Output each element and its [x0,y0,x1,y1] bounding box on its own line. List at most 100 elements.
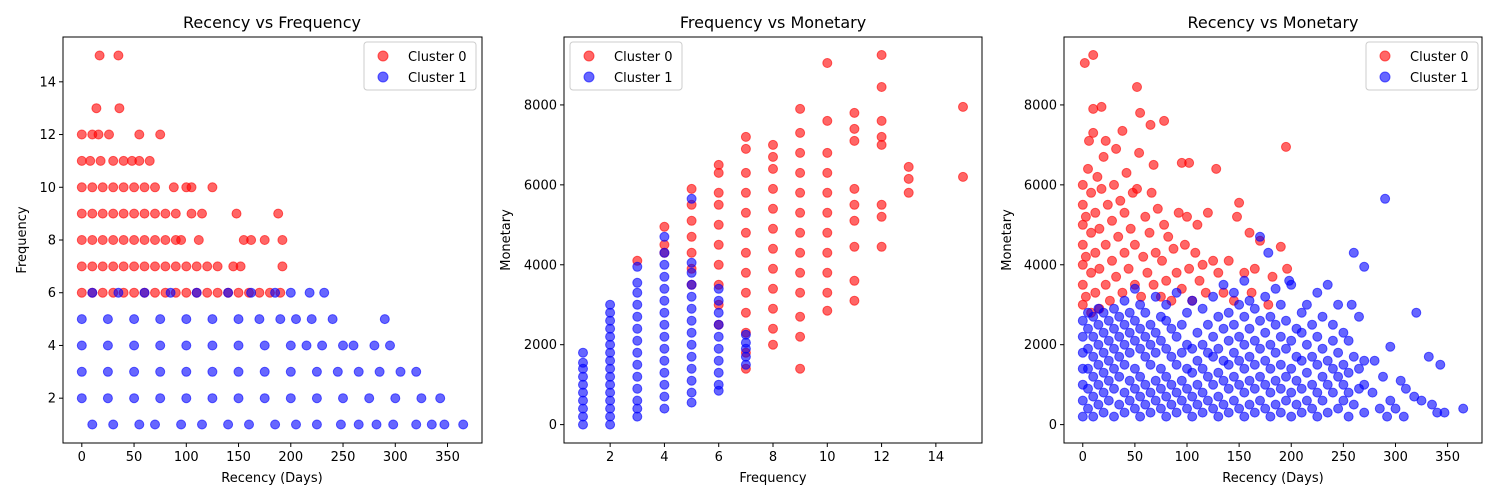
data-point [102,393,113,404]
data-point [822,207,833,218]
data-point [1307,351,1318,362]
data-point [118,208,129,219]
data-point [849,241,860,252]
data-point [191,261,202,272]
x-tick-label: 10 [819,450,836,465]
data-point [1140,351,1151,362]
data-point [1322,355,1333,366]
data-point [1135,323,1146,334]
data-point [1161,343,1172,354]
data-point [632,359,643,370]
data-point [1086,187,1097,198]
data-point [1312,387,1323,398]
data-point [768,283,778,294]
data-point [1338,379,1349,390]
data-point [411,366,422,377]
data-point [1359,379,1370,390]
data-point [1270,399,1281,410]
data-point [1121,167,1132,178]
data-point [1223,359,1234,370]
data-point [1327,319,1338,330]
data-point [160,235,171,245]
data-point [76,155,87,166]
data-point [1129,335,1140,346]
data-point [632,311,643,322]
data-point [1114,351,1125,362]
data-point [740,287,751,298]
data-point [223,287,234,298]
data-point [129,208,140,219]
legend: Cluster 0 Cluster 1 [569,41,683,91]
data-point [1202,207,1213,218]
data-point [1171,407,1182,418]
data-point [1439,407,1450,418]
data-point [822,227,833,238]
data-point [1281,343,1291,354]
data-point [207,393,218,404]
data-point [1265,411,1276,422]
data-point [876,115,887,126]
data-point [1382,411,1393,422]
plot-frame [563,36,983,444]
data-point [76,287,87,298]
data-point [1239,411,1250,422]
data-point [1458,403,1469,414]
data-point [104,129,114,140]
data-point [1114,371,1125,382]
legend-marker-cluster-0 [583,50,595,62]
data-point [1187,391,1198,402]
data-point [113,287,124,298]
data-point [1098,407,1109,418]
data-point [1234,197,1245,208]
data-point [1416,395,1427,406]
data-point [129,287,140,298]
data-point [150,235,160,245]
data-point [1338,359,1349,370]
legend-box [569,41,683,91]
data-point [108,208,119,219]
data-point [1307,319,1318,330]
data-point [259,235,270,245]
data-point [659,247,670,258]
data-point [632,347,643,358]
data-point [176,419,187,430]
data-point [1263,247,1274,258]
data-point [1223,383,1234,394]
legend-label-cluster-0: Cluster 0 [614,50,673,65]
data-point [1275,383,1286,394]
data-point [150,287,160,298]
data-point [876,199,887,210]
data-point [1138,251,1149,262]
data-point [97,287,108,298]
data-point [1166,323,1177,334]
data-point [1239,387,1250,398]
data-point [411,419,422,430]
data-point [118,235,129,245]
data-point [439,419,450,430]
data-point [876,82,887,92]
data-point [1113,231,1124,242]
data-point [1142,267,1153,278]
data-point [155,314,166,325]
data-point [306,314,317,325]
data-point [388,419,399,430]
data-point [1176,347,1187,358]
data-point [233,287,244,298]
data-point [713,295,724,306]
data-point [1102,199,1113,210]
data-point [1223,407,1234,418]
data-point [1275,407,1286,418]
data-point [335,419,346,430]
x-tick-label: 100 [1175,450,1200,465]
data-point [740,207,751,218]
data-point [181,261,192,272]
data-point [1333,347,1344,358]
data-point [1265,387,1276,398]
data-point [659,307,670,318]
data-point [1423,351,1434,362]
data-point [155,340,166,351]
data-point [1249,335,1260,346]
plot-frame [1063,36,1483,444]
data-point [385,340,395,351]
data-point [1281,371,1291,382]
